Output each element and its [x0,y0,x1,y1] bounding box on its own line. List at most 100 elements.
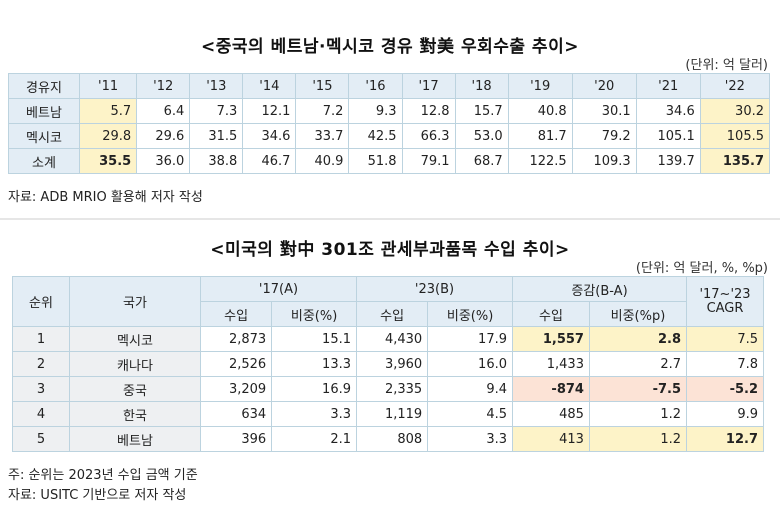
cell: 29.8 [78,123,138,149]
row-label: 소계 [8,148,80,174]
header-import-23: 수입 [355,301,429,327]
header-share-diff: 비중(%p) [588,301,688,327]
cell: 2,335 [355,376,429,402]
cell: 7.8 [686,351,764,377]
header-group-change: 증감(B-A) [512,276,687,302]
table-row-subtotal: 소계 35.5 36.0 38.8 46.7 40.9 51.8 79.1 68… [8,148,771,174]
cell: 6.4 [136,98,191,124]
header-cell: '15 [295,73,350,99]
cell: 634 [199,401,273,427]
cell: 7.3 [189,98,244,124]
cell: 1,119 [355,401,429,427]
cell: 79.1 [401,148,456,174]
cell: -5.2 [686,376,764,402]
cell: 7.5 [686,326,764,352]
header-cell: '21 [635,73,701,99]
header-group-2017: '17(A) [200,276,357,302]
cell: 34.6 [635,98,701,124]
cell: 105.5 [699,123,771,149]
header-share-23: 비중(%) [427,301,513,327]
cell: 29.6 [136,123,191,149]
header-cagr: '17~'23 CAGR [686,276,764,327]
header-cell: '22 [699,73,771,99]
header-cell: '19 [507,73,573,99]
cell: 42.5 [348,123,403,149]
cell: 485 [512,401,590,427]
header-cell: '12 [136,73,191,99]
cell: 12.1 [242,98,297,124]
cell: 46.7 [242,148,297,174]
row-label: 멕시코 [8,123,80,149]
cell: 35.5 [78,148,138,174]
header-share-17: 비중(%) [271,301,357,327]
header-cagr-label: CAGR [706,300,744,316]
cell: 7.2 [295,98,350,124]
table1-title: <중국의 베트남·멕시코 경유 對美 우회수출 추이> [201,37,579,57]
cell: 3,960 [355,351,429,377]
header-cagr-period: '17~'23 [699,286,751,302]
cell: 3.3 [271,401,357,427]
cell: 3.3 [427,426,513,452]
country-cell: 캐나다 [69,351,201,377]
cell: 30.1 [571,98,637,124]
rank-cell: 5 [12,426,70,452]
rerouted-exports-table: 경유지 '11 '12 '13 '14 '15 '16 '17 '18 '19 … [8,73,771,174]
cell: 4,430 [355,326,429,352]
cell: 40.8 [507,98,573,124]
cell: 2,873 [199,326,273,352]
cell: 30.2 [699,98,771,124]
table1-source: 자료: ADB MRIO 활용해 저자 작성 [8,190,203,205]
cell: 808 [355,426,429,452]
cell: 122.5 [507,148,573,174]
table-subheader-row: 수입 비중(%) 수입 비중(%) 수입 비중(%p) [13,301,764,327]
cell: 139.7 [635,148,701,174]
rank-cell: 1 [12,326,70,352]
rank-cell: 4 [12,401,70,427]
cell: 4.5 [427,401,513,427]
header-group-2023: '23(B) [356,276,513,302]
cell: 1,557 [512,326,590,352]
cell: 53.0 [454,123,509,149]
rank-cell: 3 [12,376,70,402]
header-cell: '14 [242,73,297,99]
cell: 17.9 [427,326,513,352]
cell: 34.6 [242,123,297,149]
cell: 2.8 [588,326,688,352]
cell: 36.0 [136,148,191,174]
header-cell: '18 [454,73,509,99]
country-cell: 한국 [69,401,201,427]
header-country: 국가 [69,276,201,327]
rank-cell: 2 [12,351,70,377]
table-row: 2 캐나다 2,526 13.3 3,960 16.0 1,433 2.7 7.… [12,351,764,377]
table-header-row: 경유지 '11 '12 '13 '14 '15 '16 '17 '18 '19 … [8,73,771,99]
table1-unit: (단위: 억 달러) [685,58,768,73]
table-row: 1 멕시코 2,873 15.1 4,430 17.9 1,557 2.8 7.… [12,326,764,352]
cell: 31.5 [189,123,244,149]
header-cell: '13 [189,73,244,99]
cell: -7.5 [588,376,688,402]
table-row: 멕시코 29.8 29.6 31.5 34.6 33.7 42.5 66.3 5… [8,123,771,149]
table-row: 3 중국 3,209 16.9 2,335 9.4 -874 -7.5 -5.2 [12,376,764,402]
header-rank: 순위 [12,276,70,327]
cell: 1.2 [588,426,688,452]
cell: 66.3 [401,123,456,149]
row-label: 베트남 [8,98,80,124]
cell: 9.4 [427,376,513,402]
cell: 5.7 [78,98,138,124]
header-cell: 경유지 [8,73,80,99]
header-cell: '16 [348,73,403,99]
header-cell: '20 [571,73,637,99]
header-cell: '17 [401,73,456,99]
cell: -874 [512,376,590,402]
cell: 16.0 [427,351,513,377]
cell: 51.8 [348,148,403,174]
cell: 105.1 [635,123,701,149]
section-divider [0,218,780,220]
cell: 2,526 [199,351,273,377]
cell: 413 [512,426,590,452]
cell: 9.3 [348,98,403,124]
cell: 1.2 [588,401,688,427]
cell: 15.7 [454,98,509,124]
header-cell: '11 [78,73,138,99]
cell: 16.9 [271,376,357,402]
